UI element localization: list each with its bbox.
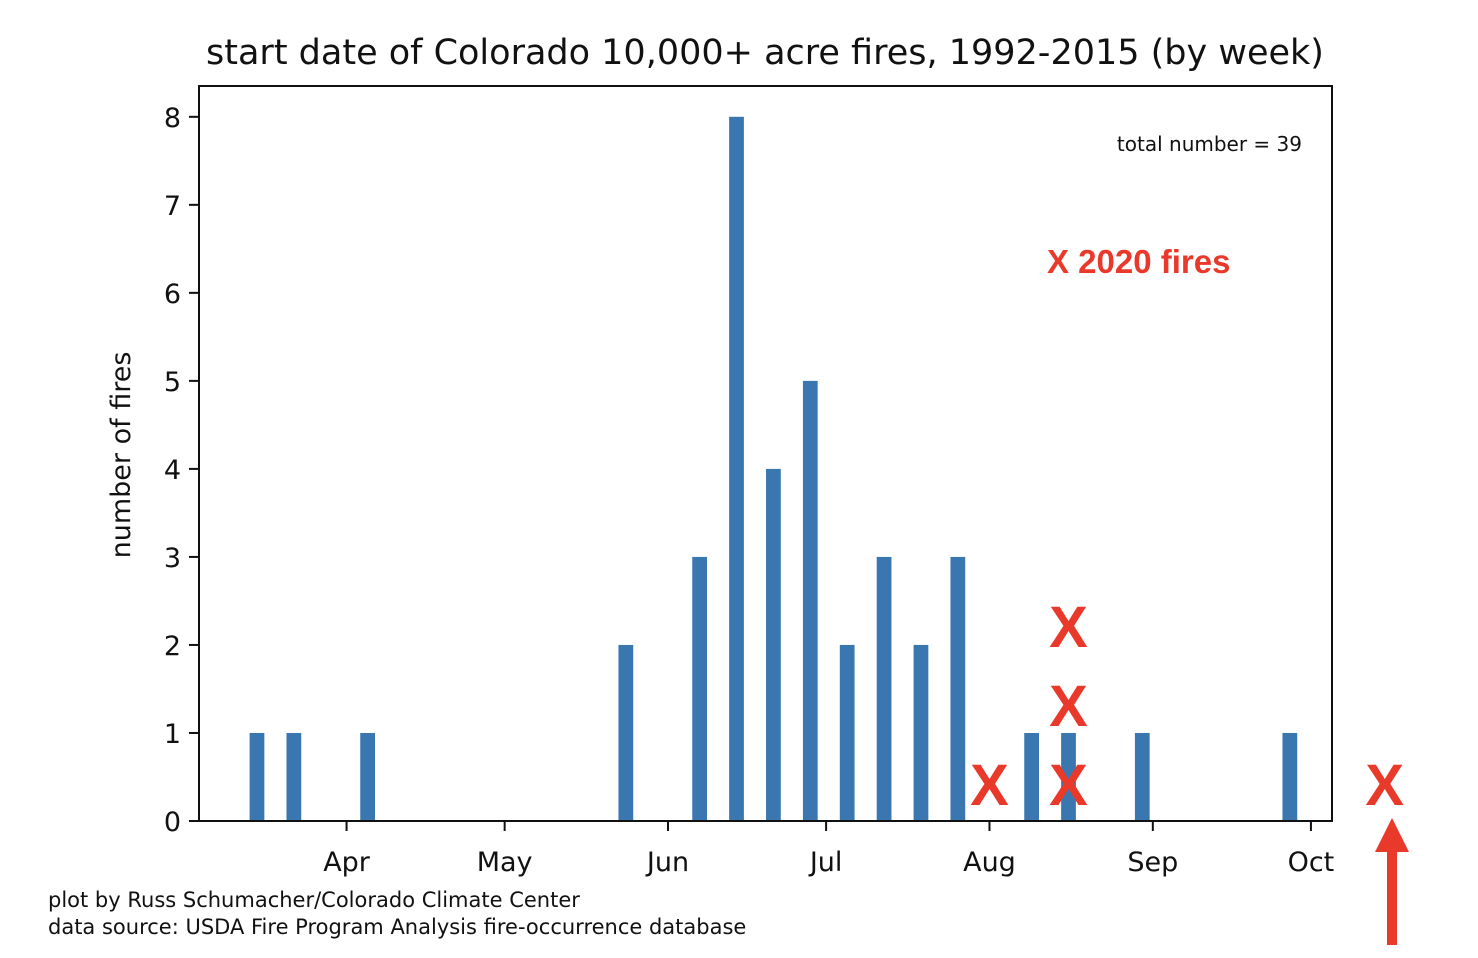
x-tick-label-apr: Apr [323,847,371,878]
credit-line-2: data source: USDA Fire Program Analysis … [48,915,746,939]
bar-2015-07-19 [913,644,929,821]
x-marker-2020-0: X [970,753,1009,818]
bar-2015-06-07 [692,556,708,821]
y-tick-label-4: 4 [164,455,181,486]
chart-title: start date of Colorado 10,000+ acre fire… [206,33,1324,73]
x-tick-label-jul: Jul [808,847,843,878]
bar-2015-07-12 [876,556,892,821]
y-tick-label-6: 6 [164,279,181,310]
y-axis: 0 1 2 3 4 5 6 7 8 [164,103,199,838]
y-tick-label-1: 1 [164,719,181,750]
bar-2015-03-22 [286,732,302,821]
bar-2015-07-26 [950,556,966,821]
y-axis-label: number of fires [106,352,137,559]
bar-2015-03-15 [249,732,265,821]
x-marker-2020-3: X [1049,595,1088,660]
bar-2015-04-05 [360,732,376,821]
bar-2015-06-14 [729,116,744,822]
x-marker-2020-1: X [1049,753,1088,818]
bar-2015-06-28 [802,380,818,821]
credit-line-1: plot by Russ Schumacher/Colorado Climate… [48,888,580,912]
x-tick-label-sep: Sep [1127,847,1178,878]
y-tick-label-7: 7 [164,191,181,222]
y-tick-label-5: 5 [164,367,181,398]
y-tick-label-0: 0 [164,807,181,838]
y-tick-label-3: 3 [164,543,181,574]
x-axis: Apr May Jun Jul Aug Sep Oct [323,821,1334,878]
bar-2015-05-24 [618,644,634,821]
y-tick-label-8: 8 [164,103,181,134]
plot-frame [198,85,1333,822]
bar-2015-06-21 [766,468,781,821]
y-tick-label-2: 2 [164,631,181,662]
x-tick-label-oct: Oct [1288,847,1335,878]
total-number-annotation: total number = 39 [1117,132,1302,156]
x-tick-label-may: May [477,847,533,878]
bar-2015-08-16 [1061,732,1076,821]
bar-2015-07-05 [839,644,855,821]
x-marker-2020-4: X [1365,753,1404,818]
bar-2015-08-30 [1134,732,1150,821]
x-marker-2020-2: X [1049,674,1088,739]
arrow-up-icon [1375,818,1409,945]
bar-2015-08-09 [1024,732,1040,821]
x-tick-label-aug: Aug [963,847,1016,878]
legend-2020-fires: X 2020 fires [1047,243,1230,280]
bars [249,116,1298,822]
bar-2015-09-27 [1282,732,1298,821]
x-tick-label-jun: Jun [645,847,689,878]
